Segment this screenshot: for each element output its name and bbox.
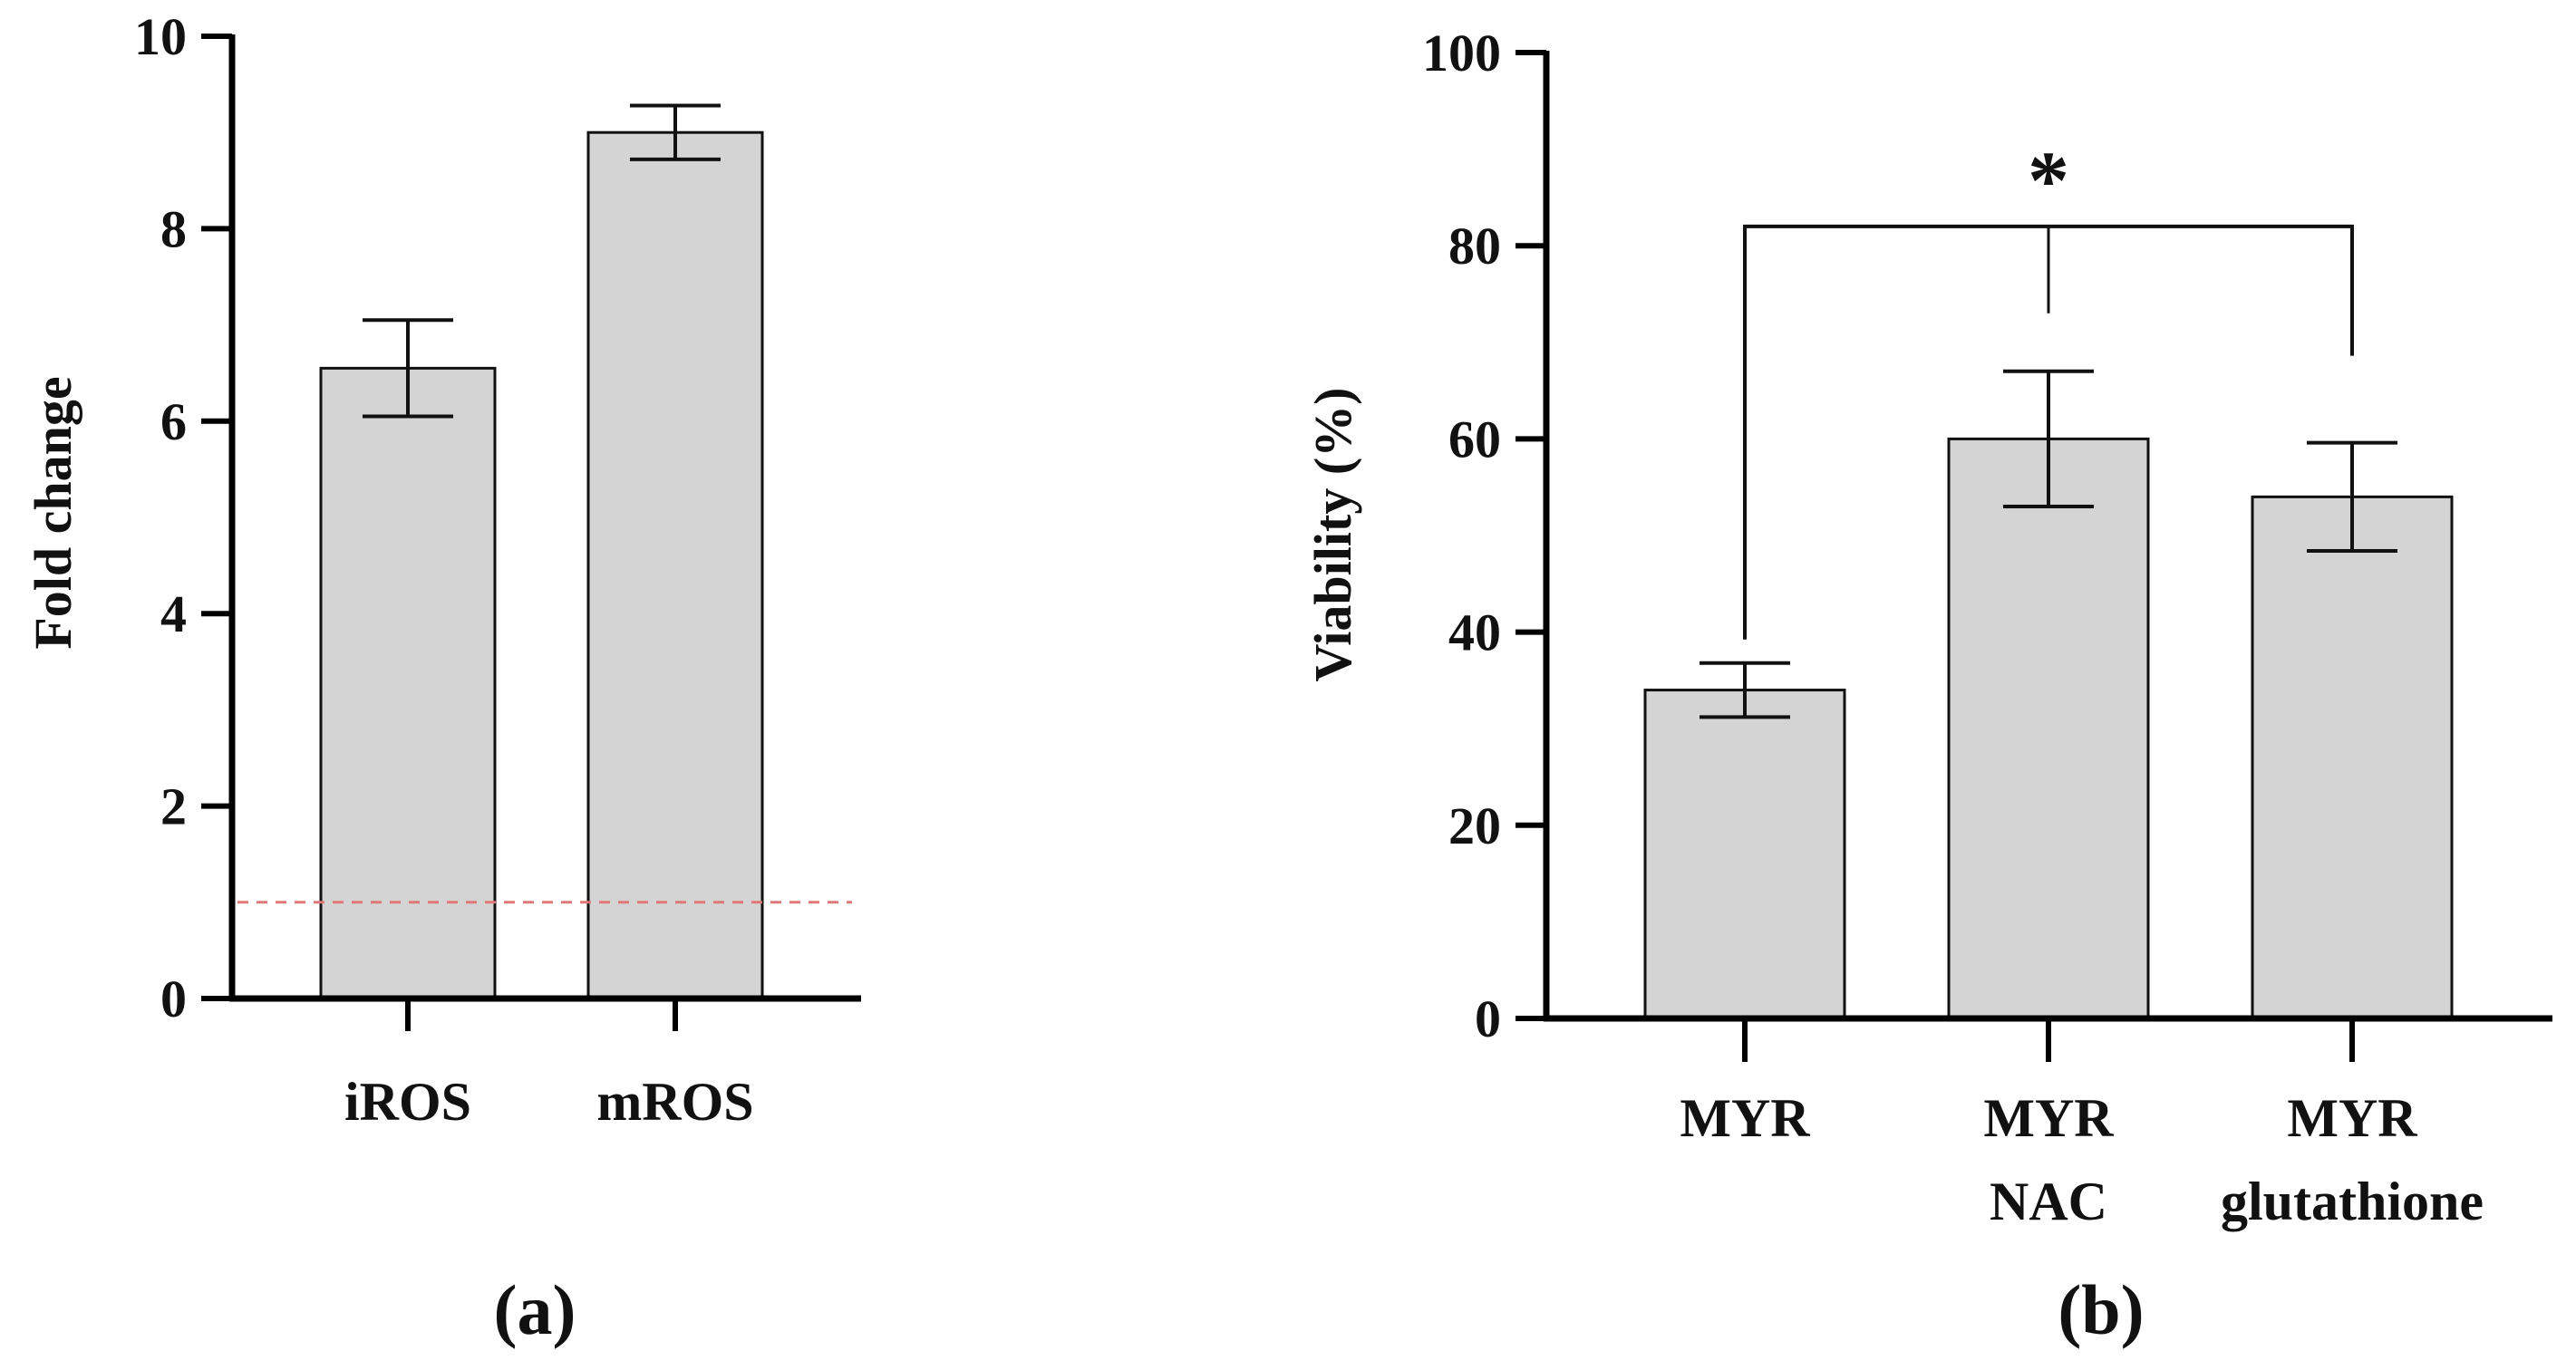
chart-panel-b: * 0 20 40 60 80 100 MYR MYR NAC MYR glutathione V… bbox=[1303, 24, 2552, 1349]
x-tick-label: iROS bbox=[344, 1072, 471, 1132]
y-tick-label: 2 bbox=[160, 777, 187, 836]
x-tick-label: NAC bbox=[1990, 1172, 2107, 1231]
bar-mros bbox=[586, 130, 764, 1000]
chart-panel-a: 0 2 4 6 8 10 iROS mROS Fold change (a) bbox=[24, 7, 861, 1349]
y-tick-label: 60 bbox=[1448, 410, 1501, 468]
x-tick-label: mROS bbox=[596, 1072, 753, 1132]
chart-b-y-ticks: 0 20 40 60 80 100 bbox=[1422, 24, 1546, 1048]
significance-star: * bbox=[2028, 134, 2069, 227]
chart-a-y-axis-title: Fold change bbox=[24, 376, 82, 649]
y-tick-label: 4 bbox=[160, 584, 187, 643]
y-tick-label: 0 bbox=[160, 970, 187, 1028]
y-tick-label: 80 bbox=[1448, 217, 1501, 275]
chart-a-error-bars bbox=[363, 103, 721, 419]
y-tick-label: 0 bbox=[1475, 989, 1501, 1048]
panel-label-b: (b) bbox=[2058, 1270, 2144, 1349]
x-tick-label: MYR bbox=[2287, 1088, 2417, 1148]
chart-b-bars bbox=[1643, 437, 2454, 1020]
chart-b-significance-bracket: * bbox=[1743, 134, 2354, 640]
x-tick-label: glutathione bbox=[2221, 1172, 2484, 1231]
x-tick-label: MYR bbox=[1983, 1088, 2114, 1148]
chart-a-bars bbox=[319, 130, 764, 1000]
bar-myr bbox=[1643, 689, 1846, 1020]
x-tick-label: MYR bbox=[1680, 1088, 1810, 1148]
chart-a-y-ticks: 0 2 4 6 8 10 bbox=[134, 7, 232, 1028]
panel-label-a: (a) bbox=[494, 1270, 576, 1349]
chart-a-axes bbox=[228, 34, 861, 1002]
y-tick-label: 10 bbox=[134, 7, 187, 66]
bar-iros bbox=[319, 366, 497, 1000]
bar-myr-glutathione bbox=[2251, 495, 2454, 1020]
bar-myr-nac bbox=[1947, 437, 2150, 1020]
y-tick-label: 6 bbox=[160, 392, 187, 451]
chart-b-error-bars bbox=[1700, 369, 2397, 719]
chart-a-x-ticks: iROS mROS bbox=[344, 999, 754, 1132]
y-tick-label: 100 bbox=[1422, 24, 1501, 82]
y-tick-label: 8 bbox=[160, 199, 187, 258]
y-tick-label: 20 bbox=[1448, 796, 1501, 855]
chart-b-y-axis-title: Viability (%) bbox=[1303, 388, 1362, 682]
y-tick-label: 40 bbox=[1448, 603, 1501, 662]
chart-b-x-ticks: MYR MYR NAC MYR glutathione bbox=[1680, 1018, 2484, 1231]
